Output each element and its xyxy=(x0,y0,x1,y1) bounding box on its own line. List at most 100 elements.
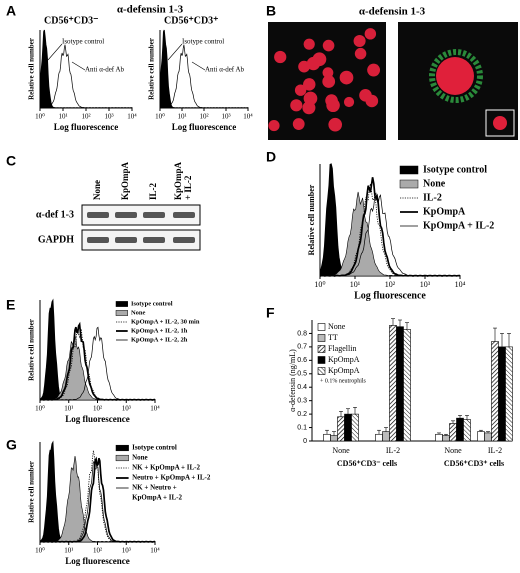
bar xyxy=(382,431,390,442)
legend-label: None xyxy=(131,309,146,316)
cell xyxy=(292,118,305,131)
legend-label: KpOmpA + IL-2, 30 min xyxy=(131,318,200,325)
error-bar xyxy=(444,433,448,436)
band xyxy=(173,212,195,218)
cell xyxy=(364,28,377,40)
x-tick-label: 10² xyxy=(93,405,102,413)
panel-label: B xyxy=(266,3,276,19)
cell xyxy=(274,50,287,64)
cell xyxy=(354,47,367,60)
band xyxy=(143,237,165,243)
legend-label: None xyxy=(132,454,148,462)
legend-swatch xyxy=(317,345,326,353)
y-axis-label: α-defensin (ng/mL) xyxy=(288,349,297,412)
error-bar xyxy=(384,427,388,432)
x-tick-label: None xyxy=(332,446,350,455)
x-axis-label: Log fluorescence xyxy=(172,122,237,132)
x-tick-label: 10³ xyxy=(104,113,113,121)
cell xyxy=(290,99,303,112)
legend-swatch xyxy=(399,179,419,189)
cell xyxy=(322,39,335,52)
legend-label: TT xyxy=(328,333,338,342)
x-axis-label: Log fluorescence xyxy=(354,290,426,301)
band xyxy=(115,237,137,243)
legend-swatch xyxy=(317,356,326,364)
y-axis-label: Relative cell number xyxy=(28,461,36,523)
legend-swatch xyxy=(115,301,128,307)
legend-label: KpOmpA xyxy=(328,355,360,364)
error-bar xyxy=(437,432,441,435)
legend-swatch xyxy=(317,323,326,331)
histogram-curve xyxy=(319,191,461,277)
x-axis-label: Log fluorescence xyxy=(65,556,130,566)
bar xyxy=(477,431,485,442)
annotation: Isotype control xyxy=(182,38,224,46)
histogram-curve xyxy=(319,192,460,277)
cell xyxy=(353,34,366,48)
row-label: α-def 1-3 xyxy=(36,209,74,220)
bar xyxy=(344,413,352,442)
x-tick-label: IL-2 xyxy=(488,446,502,455)
band xyxy=(143,212,165,218)
cell xyxy=(303,38,315,50)
error-bar xyxy=(451,420,455,424)
x-tick-label: 10¹ xyxy=(177,113,186,121)
bar xyxy=(442,435,450,442)
x-tick-label: 10³ xyxy=(122,547,131,555)
error-bar xyxy=(325,429,329,435)
annotation: Anti α-def Ab xyxy=(205,66,245,74)
error-bar xyxy=(507,333,511,347)
legend-label: Isotype control xyxy=(132,444,177,452)
cell xyxy=(493,116,507,130)
legend-label: Flagellin xyxy=(328,344,356,353)
subset-label: CD56⁺CD3⁺ xyxy=(164,15,218,26)
band xyxy=(87,237,109,243)
x-tick-label: 10² xyxy=(385,280,396,289)
bar xyxy=(435,433,443,442)
bar xyxy=(505,346,513,442)
legend-swatch xyxy=(115,444,129,452)
legend-label: Neutro + KpOmpA + IL-2 xyxy=(132,474,211,482)
error-bar xyxy=(458,415,462,419)
x-tick-label: 10⁰ xyxy=(155,113,165,121)
legend-swatch xyxy=(317,367,326,375)
cell xyxy=(268,120,280,132)
legend-swatch xyxy=(317,334,326,342)
gel xyxy=(81,229,201,251)
cell xyxy=(343,96,355,108)
lane-label: + IL-2 xyxy=(183,175,193,200)
legend-label: KpOmpA + IL-2 xyxy=(423,220,494,231)
cell xyxy=(312,52,327,67)
y-tick-label: 0 xyxy=(303,438,307,445)
lane-label: KpOmpA xyxy=(173,161,183,200)
x-tick-label: 10⁴ xyxy=(150,547,160,555)
group-label: CD56⁺CD3⁻ cells xyxy=(337,459,397,468)
x-tick-label: 10² xyxy=(93,547,102,555)
legend-swatch xyxy=(399,165,419,175)
error-bar xyxy=(391,318,395,326)
y-axis-label: Relative cell number xyxy=(28,319,36,381)
y-tick-label: 0.5 xyxy=(297,371,307,378)
x-tick-label: 10¹ xyxy=(64,547,73,555)
bar xyxy=(403,329,411,442)
cell xyxy=(436,57,474,95)
bar xyxy=(456,417,464,442)
annotation: Isotype control xyxy=(62,38,104,46)
error-bar xyxy=(398,319,402,327)
leader xyxy=(71,61,86,71)
x-tick-label: 10⁴ xyxy=(150,405,160,413)
bar xyxy=(375,433,383,442)
row-label: GAPDH xyxy=(38,234,74,245)
x-tick-label: 10³ xyxy=(221,113,230,121)
legend-swatch xyxy=(115,310,128,316)
bar xyxy=(330,435,338,442)
panel-label: D xyxy=(266,149,276,165)
cell xyxy=(326,98,340,113)
y-axis-label: Relative cell number xyxy=(148,38,156,100)
x-tick-label: None xyxy=(444,446,462,455)
error-bar xyxy=(353,407,357,415)
y-axis-label: Relative cell number xyxy=(307,184,316,255)
panel-title: α-defensin 1-3 xyxy=(359,6,426,18)
x-tick-label: 10¹ xyxy=(350,280,361,289)
band xyxy=(115,212,137,218)
